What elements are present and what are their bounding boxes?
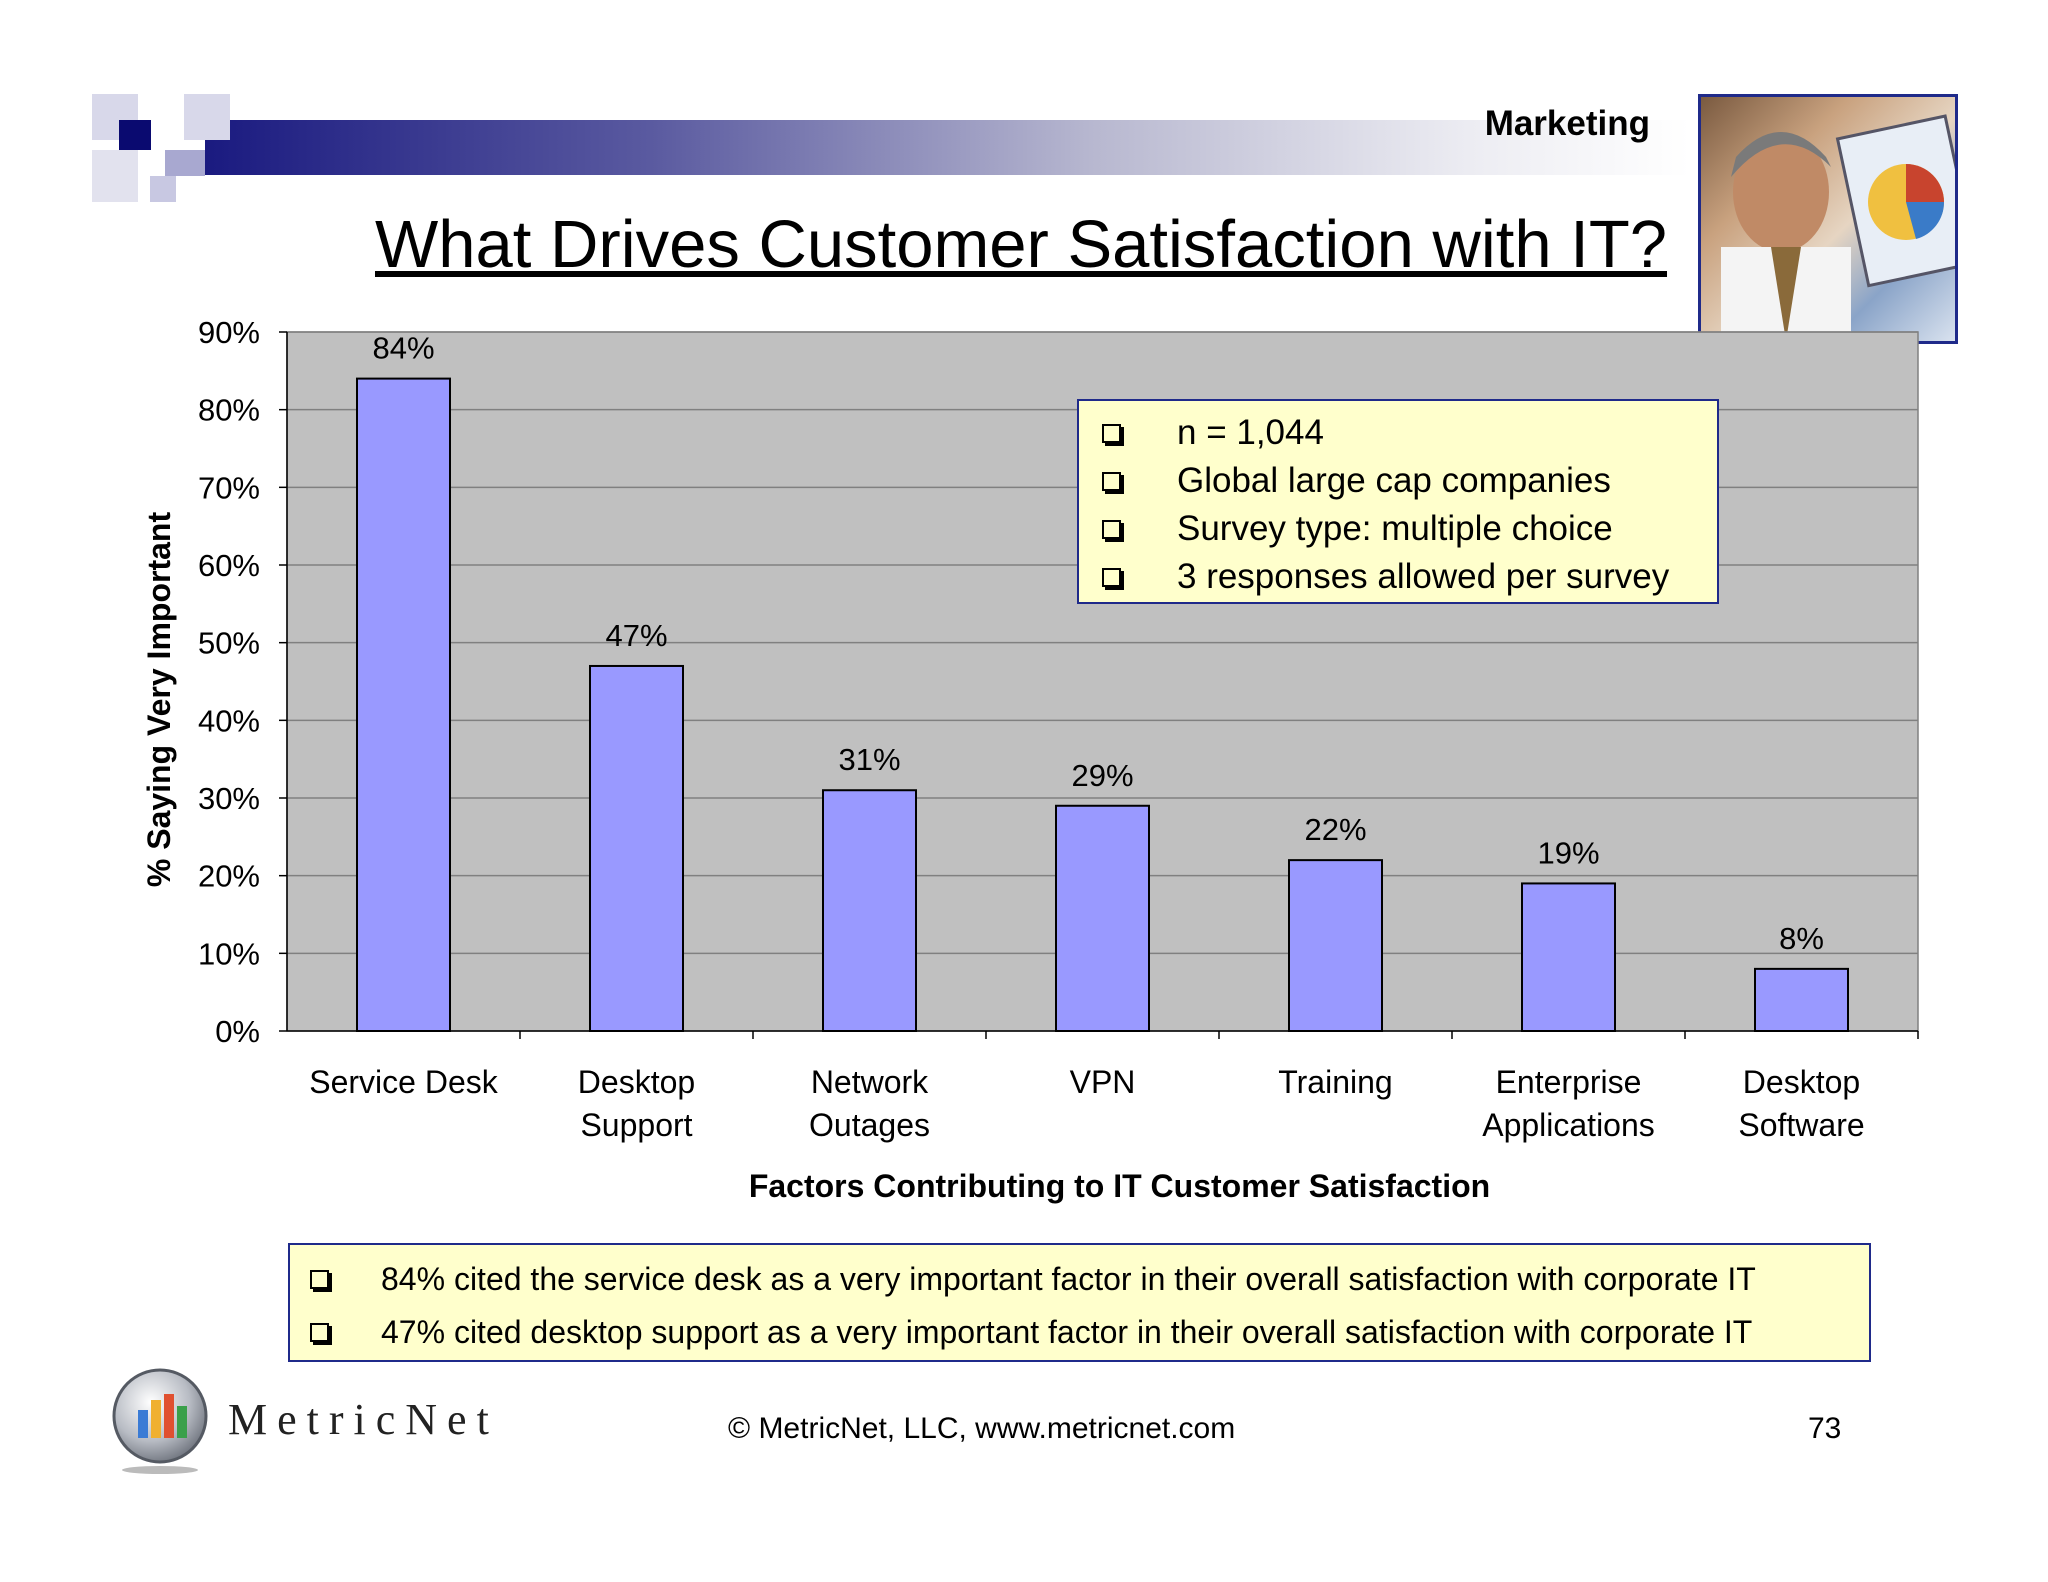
note-item: 3 responses allowed per survey [1102, 553, 1717, 601]
note-item: Survey type: multiple choice [1102, 505, 1717, 553]
findings-box: 84% cited the service desk as a very imp… [288, 1243, 1871, 1362]
metricnet-wordmark: MetricNet [228, 1395, 499, 1444]
x-tick-label: Desktop [1743, 1064, 1860, 1100]
header-square [92, 150, 138, 202]
checkbox-bullet-icon [1102, 471, 1121, 491]
data-label: 31% [838, 742, 900, 777]
finding-item: 47% cited desktop support as a very impo… [310, 1306, 1869, 1359]
x-tick-label: Software [1738, 1107, 1864, 1143]
x-tick-label: Network [811, 1064, 929, 1100]
chart-note-box: n = 1,044 Global large cap companies Sur… [1077, 399, 1719, 604]
metricnet-logo-icon [112, 1368, 208, 1474]
data-label: 19% [1537, 835, 1599, 870]
data-label: 47% [605, 618, 667, 653]
bar [822, 789, 917, 1032]
note-item: n = 1,044 [1102, 409, 1717, 457]
header-photo [1698, 94, 1958, 344]
x-tick-label: Training [1278, 1064, 1392, 1100]
x-tick-label: Enterprise [1496, 1064, 1642, 1100]
bar [589, 664, 684, 1032]
page-title: What Drives Customer Satisfaction with I… [375, 207, 1668, 282]
finding-item: 84% cited the service desk as a very imp… [310, 1253, 1869, 1306]
y-tick-label: 80% [198, 393, 260, 428]
checkbox-bullet-icon [310, 1323, 329, 1342]
header-square [165, 150, 205, 176]
y-tick-label: 70% [198, 470, 260, 505]
checkbox-bullet-icon [310, 1270, 329, 1289]
photo-illustration [1721, 114, 1955, 341]
data-label: 8% [1779, 921, 1824, 956]
x-tick-label: Outages [809, 1107, 930, 1143]
x-tick-label: VPN [1070, 1064, 1136, 1100]
x-tick-label: Service Desk [309, 1064, 499, 1100]
y-tick-label: 0% [215, 1014, 260, 1049]
data-label: 84% [372, 331, 434, 366]
data-label: 22% [1304, 812, 1366, 847]
bar [1521, 882, 1616, 1033]
y-tick-label: 20% [198, 859, 260, 894]
header-square [184, 94, 230, 140]
checkbox-bullet-icon [1102, 519, 1121, 539]
checkbox-bullet-icon [1102, 567, 1121, 587]
header-band [205, 120, 1690, 175]
bar [356, 377, 451, 1033]
y-tick-label: 60% [198, 548, 260, 583]
page-number: 73 [1808, 1412, 1842, 1445]
x-tick-label: Applications [1482, 1107, 1655, 1143]
header-square [119, 120, 151, 150]
x-tick-label: Desktop [578, 1064, 695, 1100]
bar [1055, 804, 1150, 1032]
y-axis-title: % Saying Very Important [141, 512, 177, 888]
y-tick-label: 10% [198, 936, 260, 971]
copyright-text: © MetricNet, LLC, www.metricnet.com [728, 1412, 1236, 1445]
bar [1288, 859, 1383, 1033]
note-item: Global large cap companies [1102, 457, 1717, 505]
y-tick-label: 90% [198, 315, 260, 350]
x-tick-label: Support [580, 1107, 692, 1143]
checkbox-bullet-icon [1102, 423, 1121, 443]
data-label: 29% [1071, 758, 1133, 793]
y-tick-label: 50% [198, 626, 260, 661]
header-square [150, 176, 176, 202]
section-label: Marketing [1484, 104, 1650, 143]
bar [1754, 967, 1849, 1032]
x-axis-title: Factors Contributing to IT Customer Sati… [749, 1168, 1490, 1204]
y-tick-label: 40% [198, 703, 260, 738]
y-tick-label: 30% [198, 781, 260, 816]
